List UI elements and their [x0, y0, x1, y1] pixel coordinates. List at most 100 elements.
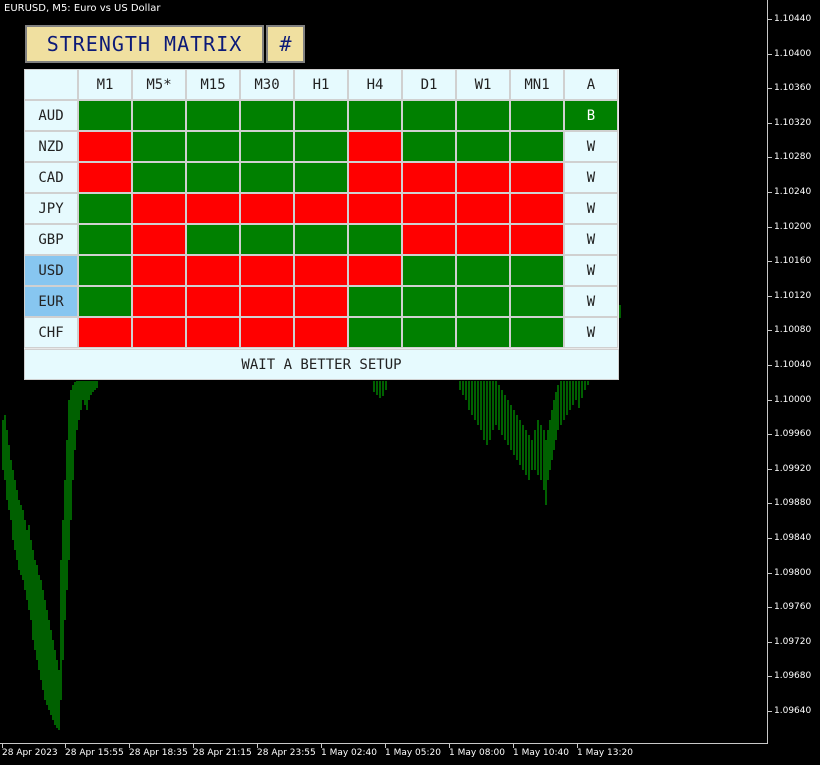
currency-label-nzd[interactable]: NZD	[24, 131, 78, 162]
time-label: 28 Apr 21:15	[193, 748, 252, 758]
currency-label-gbp[interactable]: GBP	[24, 224, 78, 255]
strength-cell-usd-m5	[132, 255, 186, 286]
strength-matrix-title: STRENGTH MATRIX	[25, 25, 264, 63]
time-tick	[129, 744, 130, 748]
strength-cell-cad-m30	[240, 162, 294, 193]
strength-cell-nzd-m1	[78, 131, 132, 162]
column-header-m1[interactable]: M1	[78, 69, 132, 100]
signal-cell-jpy: W	[564, 193, 618, 224]
strength-cell-eur-h1	[294, 286, 348, 317]
strength-cell-eur-h4	[348, 286, 402, 317]
time-tick	[65, 744, 66, 748]
price-label: 1.10360	[774, 83, 812, 94]
strength-cell-usd-m15	[186, 255, 240, 286]
price-tick	[768, 157, 772, 159]
column-header-m15[interactable]: M15	[186, 69, 240, 100]
price-bars	[2, 305, 621, 730]
price-tick	[768, 192, 772, 193]
currency-label-jpy[interactable]: JPY	[24, 193, 78, 224]
price-tick	[768, 88, 772, 90]
signal-cell-eur: W	[564, 286, 618, 317]
time-tick	[577, 744, 578, 748]
currency-label-cad[interactable]: CAD	[24, 162, 78, 193]
strength-cell-aud-m30	[240, 100, 294, 131]
price-tick	[768, 330, 772, 332]
strength-cell-eur-m5	[132, 286, 186, 317]
column-header-m5-active[interactable]: M5*	[132, 69, 186, 100]
time-label: 28 Apr 23:55	[257, 748, 316, 758]
strength-cell-jpy-h4	[348, 193, 402, 224]
price-label: 1.10280	[774, 152, 812, 163]
column-header-m30[interactable]: M30	[240, 69, 294, 100]
time-tick	[321, 744, 322, 748]
strength-cell-chf-h4	[348, 317, 402, 348]
price-tick	[768, 295, 772, 297]
price-tick	[768, 711, 772, 712]
column-header-a[interactable]: A	[564, 69, 618, 100]
price-label: 1.10160	[774, 256, 812, 267]
price-tick	[768, 365, 772, 366]
price-label: 1.09920	[774, 463, 812, 474]
strength-cell-usd-m30	[240, 255, 294, 286]
strength-cell-gbp-m1	[78, 224, 132, 255]
currency-label-aud[interactable]: AUD	[24, 100, 78, 131]
strength-cell-gbp-m15	[186, 224, 240, 255]
strength-cell-usd-h4	[348, 255, 402, 286]
strength-cell-chf-m15	[186, 317, 240, 348]
time-label: 1 May 08:00	[449, 748, 505, 758]
strength-cell-gbp-mn1	[510, 224, 564, 255]
strength-cell-nzd-w1	[456, 131, 510, 162]
strength-cell-gbp-m30	[240, 224, 294, 255]
strength-cell-gbp-h4	[348, 224, 402, 255]
time-tick	[449, 744, 450, 748]
strength-cell-jpy-m1	[78, 193, 132, 224]
strength-cell-usd-m1	[78, 255, 132, 286]
strength-matrix: WAIT A BETTER SETUP M1 M5* M15 M30 H1 H4 D1 W1 M…	[24, 69, 619, 380]
time-tick	[2, 744, 3, 748]
matrix-status-message: WAIT A BETTER SETUP	[24, 349, 619, 380]
price-tick	[768, 399, 772, 401]
strength-cell-aud-w1	[456, 100, 510, 131]
price-label: 1.09640	[774, 706, 812, 716]
strength-cell-eur-mn1	[510, 286, 564, 317]
price-label: 1.10320	[774, 117, 812, 128]
price-tick	[768, 226, 772, 228]
column-header-h4[interactable]: H4	[348, 69, 402, 100]
price-label: 1.10440	[774, 14, 812, 24]
currency-label-eur[interactable]: EUR	[24, 286, 78, 317]
signal-cell-aud: B	[564, 100, 618, 131]
strength-cell-usd-w1	[456, 255, 510, 286]
column-header-h1[interactable]: H1	[294, 69, 348, 100]
column-header-mn1[interactable]: MN1	[510, 69, 564, 100]
strength-cell-jpy-mn1	[510, 193, 564, 224]
matrix-corner	[24, 69, 78, 100]
strength-cell-cad-mn1	[510, 162, 564, 193]
strength-cell-cad-h1	[294, 162, 348, 193]
price-label: 1.10200	[774, 221, 812, 232]
column-header-w1[interactable]: W1	[456, 69, 510, 100]
hash-button[interactable]: #	[266, 25, 305, 63]
signal-cell-cad: W	[564, 162, 618, 193]
signal-cell-nzd: W	[564, 131, 618, 162]
time-label: 28 Apr 2023	[2, 748, 58, 758]
currency-label-usd[interactable]: USD	[24, 255, 78, 286]
price-label: 1.10400	[774, 48, 812, 59]
chart-area[interactable]: EURUSD, M5: Euro vs US Dollar	[0, 0, 768, 744]
strength-cell-chf-h1	[294, 317, 348, 348]
signal-cell-chf: W	[564, 317, 618, 348]
strength-cell-chf-d1	[402, 317, 456, 348]
strength-cell-usd-h1	[294, 255, 348, 286]
strength-cell-eur-m1	[78, 286, 132, 317]
column-header-d1[interactable]: D1	[402, 69, 456, 100]
strength-cell-usd-d1	[402, 255, 456, 286]
strength-cell-aud-m1	[78, 100, 132, 131]
price-tick	[768, 19, 772, 20]
currency-label-chf[interactable]: CHF	[24, 317, 78, 348]
price-tick	[768, 572, 772, 574]
price-tick	[768, 538, 772, 539]
price-tick	[768, 261, 772, 263]
strength-cell-aud-h4	[348, 100, 402, 131]
strength-cell-jpy-d1	[402, 193, 456, 224]
strength-cell-aud-d1	[402, 100, 456, 131]
price-tick	[768, 503, 772, 505]
